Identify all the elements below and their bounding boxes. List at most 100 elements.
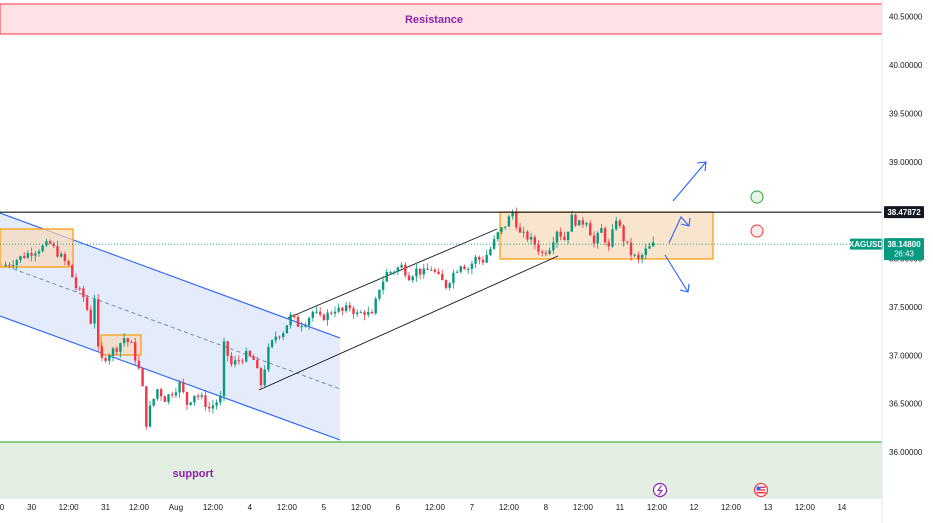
candle-body[interactable] (352, 308, 355, 315)
candle-body[interactable] (344, 305, 348, 311)
candle-body[interactable] (111, 348, 115, 356)
candle-body[interactable] (178, 382, 181, 393)
candle-body[interactable] (196, 395, 200, 397)
candle-body[interactable] (637, 254, 640, 259)
candle-body[interactable] (104, 357, 107, 361)
candle-body[interactable] (74, 277, 78, 289)
ascending-channel-lower[interactable] (258, 255, 559, 391)
candle-body[interactable] (422, 268, 425, 275)
candle-body[interactable] (359, 312, 363, 314)
resistance-zone[interactable] (0, 3, 883, 35)
candle-body[interactable] (511, 212, 514, 217)
candle-body[interactable] (381, 281, 385, 290)
candle-body[interactable] (130, 341, 133, 343)
candle-body[interactable] (411, 276, 414, 281)
candle-body[interactable] (644, 248, 647, 256)
candle-body[interactable] (245, 350, 248, 362)
candle-body[interactable] (496, 232, 499, 240)
candle-body[interactable] (385, 272, 388, 282)
candle-body[interactable] (600, 228, 603, 233)
candle-body[interactable] (222, 341, 226, 397)
candle-body[interactable] (137, 360, 141, 369)
candle-body[interactable] (430, 269, 433, 271)
candle-body[interactable] (219, 396, 222, 403)
candle-body[interactable] (270, 340, 274, 347)
candle-body[interactable] (241, 360, 244, 362)
candle-body[interactable] (256, 359, 259, 369)
candle-body[interactable] (441, 273, 444, 281)
candle-body[interactable] (159, 389, 163, 397)
candle-body[interactable] (134, 342, 137, 361)
candle-body[interactable] (145, 386, 148, 427)
candle-body[interactable] (559, 231, 562, 237)
candle-body[interactable] (330, 312, 333, 314)
candle-body[interactable] (615, 220, 618, 230)
candle-body[interactable] (259, 368, 263, 386)
candle-body[interactable] (548, 250, 551, 254)
candle-body[interactable] (189, 402, 192, 405)
candle-body[interactable] (263, 369, 266, 386)
candle-body[interactable] (41, 245, 44, 252)
descending-channel-lower[interactable] (0, 315, 341, 441)
candle-body[interactable] (481, 259, 485, 263)
candle-body[interactable] (648, 246, 651, 249)
candle-body[interactable] (248, 350, 252, 357)
candle-body[interactable] (171, 394, 174, 396)
candle-body[interactable] (34, 253, 37, 256)
candle-body[interactable] (267, 346, 270, 370)
candle-body[interactable] (82, 288, 85, 298)
candle-body[interactable] (278, 336, 281, 338)
candle-body[interactable] (337, 307, 340, 312)
candle-body[interactable] (526, 231, 529, 240)
candle-body[interactable] (274, 336, 277, 341)
candle-body[interactable] (293, 314, 296, 317)
candle-body[interactable] (640, 255, 644, 259)
candle-body[interactable] (470, 263, 474, 269)
candle-body[interactable] (389, 271, 392, 273)
candle-body[interactable] (607, 242, 610, 247)
candle-body[interactable] (563, 236, 566, 241)
candle-body[interactable] (63, 253, 67, 261)
candle-body[interactable] (504, 226, 507, 228)
candle-body[interactable] (108, 355, 111, 361)
candle-body[interactable] (455, 271, 459, 273)
candle-body[interactable] (574, 214, 577, 226)
candle-body[interactable] (89, 309, 92, 324)
candle-body[interactable] (252, 356, 255, 360)
candle-body[interactable] (289, 314, 292, 326)
candle-body[interactable] (374, 298, 377, 314)
support-zone[interactable] (0, 442, 882, 498)
candle-body[interactable] (633, 254, 636, 256)
candle-body[interactable] (652, 242, 655, 247)
candle-body[interactable] (52, 243, 55, 247)
candle-body[interactable] (396, 267, 400, 272)
candle-body[interactable] (167, 394, 170, 402)
candle-body[interactable] (311, 311, 314, 318)
candle-body[interactable] (37, 251, 41, 254)
candle-body[interactable] (282, 333, 285, 338)
candle-body[interactable] (426, 268, 429, 270)
candle-body[interactable] (8, 264, 11, 266)
candle-body[interactable] (370, 311, 374, 314)
candle-body[interactable] (529, 237, 533, 240)
candle-body[interactable] (211, 405, 215, 409)
candle-body[interactable] (552, 242, 555, 251)
consolidation-box-left[interactable] (0, 228, 74, 268)
candle-body[interactable] (611, 229, 614, 247)
candle-body[interactable] (433, 269, 437, 272)
candle-body[interactable] (60, 253, 63, 257)
candle-body[interactable] (418, 268, 422, 275)
candle-body[interactable] (444, 280, 448, 288)
candle-body[interactable] (415, 268, 418, 277)
candle-body[interactable] (230, 355, 233, 365)
candle-body[interactable] (300, 326, 303, 328)
time-axis[interactable]: 0 30 12:00 31 12:00 Aug 12:00 4 12:00 5 12:00 6 12:0… (0, 503, 847, 512)
candle-body[interactable] (30, 253, 33, 256)
candle-body[interactable] (233, 360, 237, 365)
candle-body[interactable] (452, 272, 455, 284)
candle-body[interactable] (555, 231, 559, 243)
candle-body[interactable] (363, 312, 366, 315)
candle-body[interactable] (315, 311, 318, 313)
candle-body[interactable] (215, 402, 218, 406)
